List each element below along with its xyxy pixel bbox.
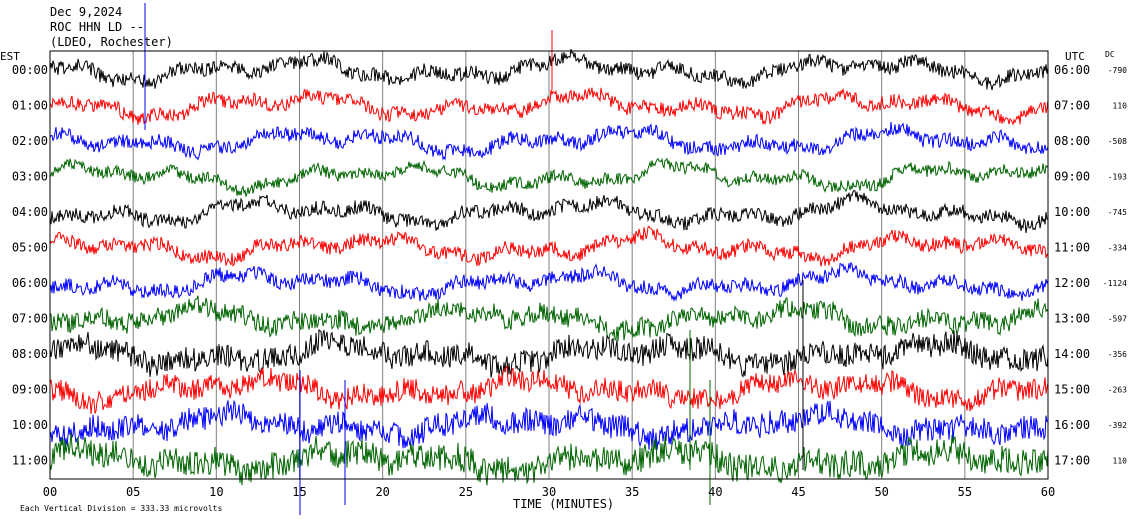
dc-offset-label: -193	[1108, 173, 1127, 182]
est-hour-label: 01:00	[12, 99, 48, 113]
x-tick-label: 10	[209, 485, 223, 499]
dc-offset-label: -745	[1108, 208, 1127, 217]
trace-hour-0600	[49, 261, 1049, 303]
x-tick-label: 20	[375, 485, 389, 499]
x-tick-label: 45	[791, 485, 805, 499]
est-hour-label: 04:00	[12, 205, 48, 219]
utc-hour-label: 10:00	[1054, 205, 1090, 219]
trace-hour-0000	[49, 48, 1049, 91]
x-tick-label: 50	[874, 485, 888, 499]
title-date: Dec 9,2024	[50, 5, 122, 19]
est-hour-label: 10:00	[12, 418, 48, 432]
dc-offset-label: -508	[1108, 137, 1127, 146]
x-tick-label: 55	[958, 485, 972, 499]
dc-offset-label: -334	[1108, 244, 1127, 253]
est-hour-label: 00:00	[12, 63, 48, 77]
trace-hour-0500	[49, 225, 1049, 267]
utc-axis-label: UTC	[1065, 50, 1085, 63]
est-hour-label: 02:00	[12, 134, 48, 148]
dc-offset-label: 110	[1113, 457, 1128, 466]
dc-offset-label: -597	[1108, 315, 1127, 324]
trace-hour-0400	[49, 189, 1048, 234]
utc-hour-label: 09:00	[1054, 170, 1090, 184]
x-tick-label: 00	[43, 485, 57, 499]
x-tick-label: 40	[708, 485, 722, 499]
utc-hour-label: 13:00	[1054, 312, 1090, 326]
utc-hour-label: 06:00	[1054, 63, 1090, 77]
trace-hour-1000	[49, 399, 1049, 450]
seismic-traces	[49, 3, 1049, 515]
trace-hour-0300	[49, 157, 1049, 197]
utc-hour-label: 16:00	[1054, 418, 1090, 432]
est-hour-label: 03:00	[12, 170, 48, 184]
trace-hour-0100	[49, 87, 1049, 126]
plot-frame	[49, 50, 1049, 480]
x-tick-label: 05	[126, 485, 140, 499]
trace-hour-1100	[49, 432, 1049, 486]
trace-hour-0800	[49, 328, 1049, 378]
x-tick-label: 35	[625, 485, 639, 499]
est-axis-label: EST	[0, 50, 20, 63]
utc-hour-label: 15:00	[1054, 383, 1090, 397]
est-hour-label: 07:00	[12, 312, 48, 326]
est-hour-label: 09:00	[12, 383, 48, 397]
x-axis-label: TIME (MINUTES)	[513, 497, 614, 511]
est-hour-label: 11:00	[12, 454, 48, 468]
est-hour-label: 06:00	[12, 276, 48, 290]
dc-offset-label: 110	[1113, 102, 1128, 111]
dc-column-label: DC	[1105, 50, 1115, 59]
dc-offset-label: -356	[1108, 350, 1127, 359]
grid-lines	[132, 51, 966, 479]
est-hour-label: 08:00	[12, 347, 48, 361]
utc-hour-label: 12:00	[1054, 276, 1090, 290]
trace-hour-0900	[49, 365, 1049, 415]
utc-hour-label: 07:00	[1054, 99, 1090, 113]
dc-offset-label: -1124	[1103, 279, 1127, 288]
x-tick-label: 15	[292, 485, 306, 499]
utc-hour-label: 11:00	[1054, 241, 1090, 255]
title-block: Dec 9,2024 ROC HHN LD -- (LDEO, Rocheste…	[50, 5, 173, 49]
scale-note: Each Vertical Division = 333.33 microvol…	[20, 504, 222, 513]
utc-hour-label: 17:00	[1054, 454, 1090, 468]
dc-offset-label: -790	[1108, 66, 1127, 75]
dc-offset-label: -263	[1108, 386, 1127, 395]
x-tick-label: 30	[542, 485, 556, 499]
title-network: (LDEO, Rochester)	[50, 35, 173, 49]
dc-offset-label: -392	[1108, 421, 1127, 430]
trace-hour-0700	[50, 295, 1049, 342]
trace-hour-0200	[49, 122, 1049, 161]
x-tick-label: 25	[459, 485, 473, 499]
row-labels: 00:00 06:00 -790 01:00 07:00 110 02:00 08:00 -50…	[12, 63, 1127, 468]
x-tick-label: 60	[1041, 485, 1055, 499]
utc-hour-label: 08:00	[1054, 134, 1090, 148]
est-hour-label: 05:00	[12, 241, 48, 255]
utc-hour-label: 14:00	[1054, 347, 1090, 361]
title-station: ROC HHN LD --	[50, 20, 144, 34]
x-axis-ticks: 00 05 10 15 20 25 30 35 40 45 50 55 60	[43, 485, 1055, 499]
